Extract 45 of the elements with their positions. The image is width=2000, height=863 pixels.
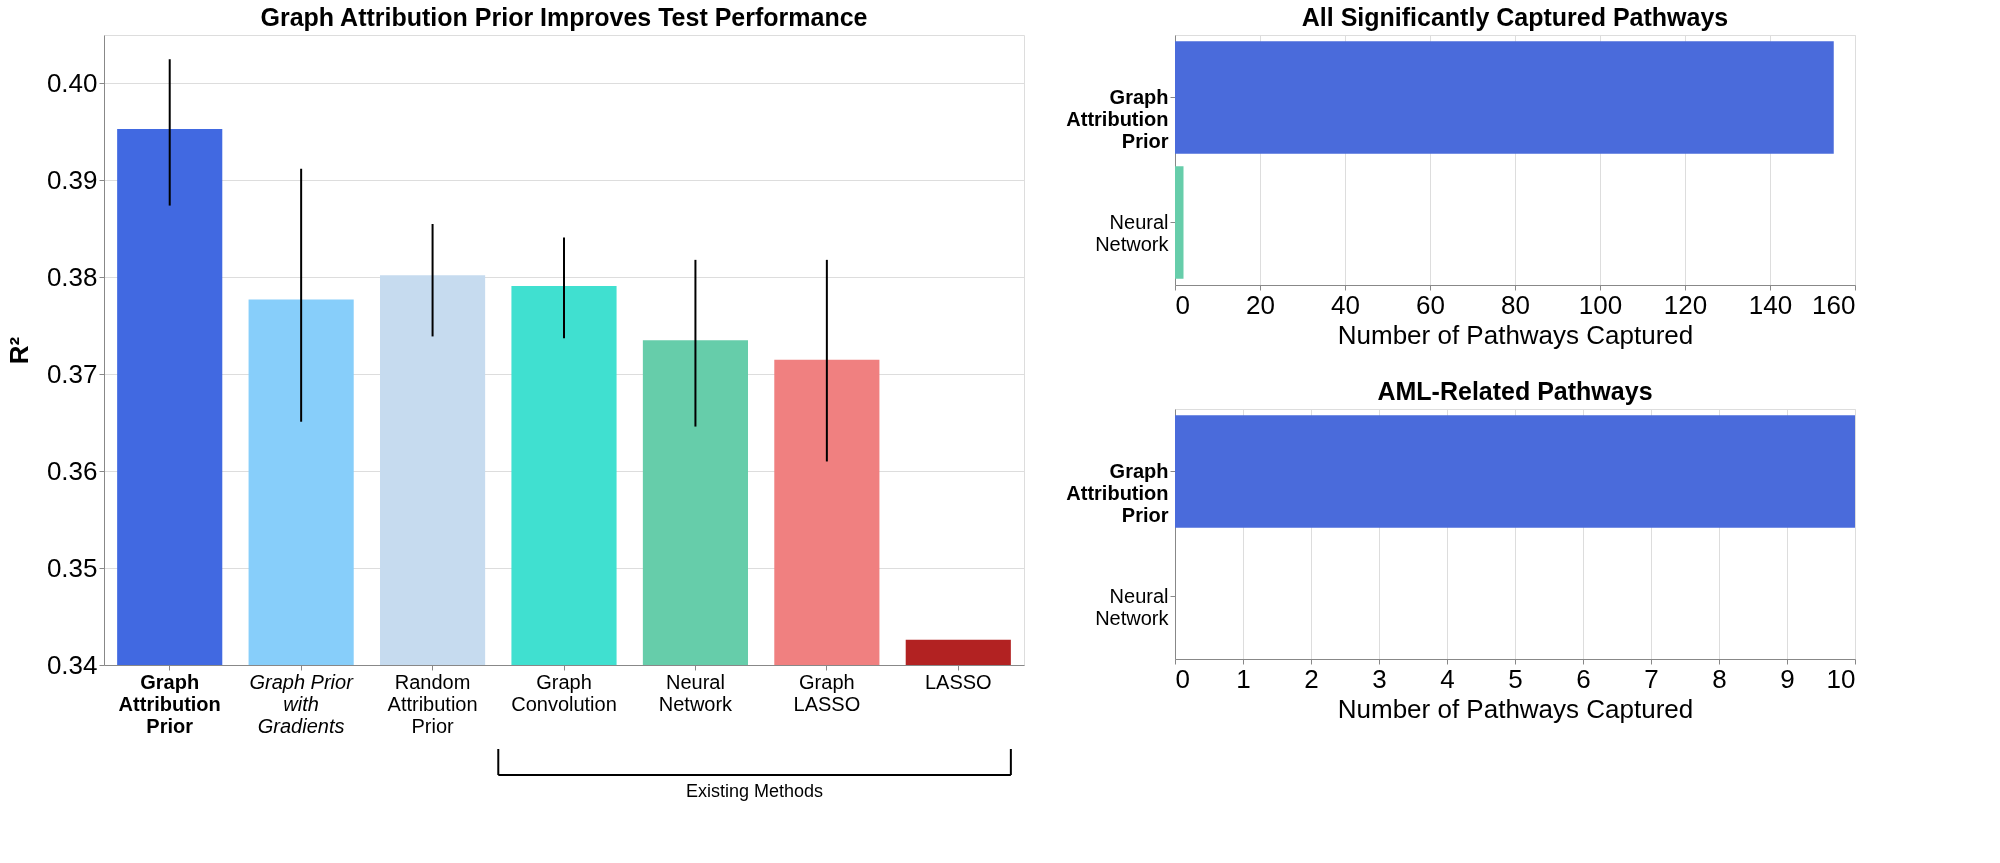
x-tick-label: Graph Convolution xyxy=(511,670,617,715)
x-tick-label: 6 xyxy=(1576,663,1591,694)
x-tick-label: 7 xyxy=(1644,663,1659,694)
y-tick-label: 0.36 xyxy=(46,455,98,486)
x-axis-title: Number of Pathways Captured xyxy=(1337,319,1694,350)
x-tick-label: 8 xyxy=(1712,663,1727,694)
x-tick-label: 20 xyxy=(1246,289,1275,320)
x-tick-label: 0 xyxy=(1175,289,1190,320)
chart-title: AML-Related Pathways xyxy=(1377,377,1653,405)
x-tick-label: 1 xyxy=(1236,663,1251,694)
y-tick-label: 0.37 xyxy=(46,358,98,389)
x-tick-label: 120 xyxy=(1663,289,1708,320)
x-tick-label: 80 xyxy=(1501,289,1530,320)
x-tick-label: Graph LASSO xyxy=(793,670,861,715)
text: Existing Methods xyxy=(686,781,824,801)
x-tick-label: Random Attribution Prior xyxy=(387,670,478,737)
x-tick-label: Neural Network xyxy=(658,670,734,715)
y-tick-label: Neural Network xyxy=(1095,584,1170,629)
x-tick-label: 100 xyxy=(1578,289,1623,320)
x-tick-label: 2 xyxy=(1304,663,1319,694)
x-tick-label: 3 xyxy=(1372,663,1387,694)
x-tick-label: 4 xyxy=(1440,663,1455,694)
x-tick-label: 10 xyxy=(1826,663,1856,694)
x-tick-label: 0 xyxy=(1175,663,1190,694)
x-tick-label: 140 xyxy=(1748,289,1793,320)
x-tick-label: Graph Attribution Prior xyxy=(118,670,221,737)
y-tick-label: 0.34 xyxy=(46,649,98,680)
y-tick-label: 0.35 xyxy=(46,552,98,583)
x-axis-title: Number of Pathways Captured xyxy=(1337,693,1694,724)
y-axis-title: R² xyxy=(3,336,34,365)
y-tick-label: 0.38 xyxy=(46,261,98,292)
y-tick-label: Graph Attribution Prior xyxy=(1066,85,1169,152)
x-tick-label: LASSO xyxy=(924,670,992,693)
x-tick-label: 60 xyxy=(1416,289,1445,320)
chart-title: Graph Attribution Prior Improves Test Performance xyxy=(260,3,868,31)
x-tick-label: 9 xyxy=(1780,663,1795,694)
x-tick-label: Graph Prior with Gradients xyxy=(249,670,355,737)
x-tick-label: 160 xyxy=(1812,289,1856,320)
y-tick-label: Graph Attribution Prior xyxy=(1066,459,1169,526)
x-tick-label: 40 xyxy=(1331,289,1360,320)
y-tick-label: 0.39 xyxy=(46,164,98,195)
x-tick-label: 5 xyxy=(1508,663,1523,694)
y-tick-label: Neural Network xyxy=(1095,210,1170,255)
y-tick-label: 0.40 xyxy=(46,67,98,98)
chart-title: All Significantly Captured Pathways xyxy=(1301,3,1729,31)
